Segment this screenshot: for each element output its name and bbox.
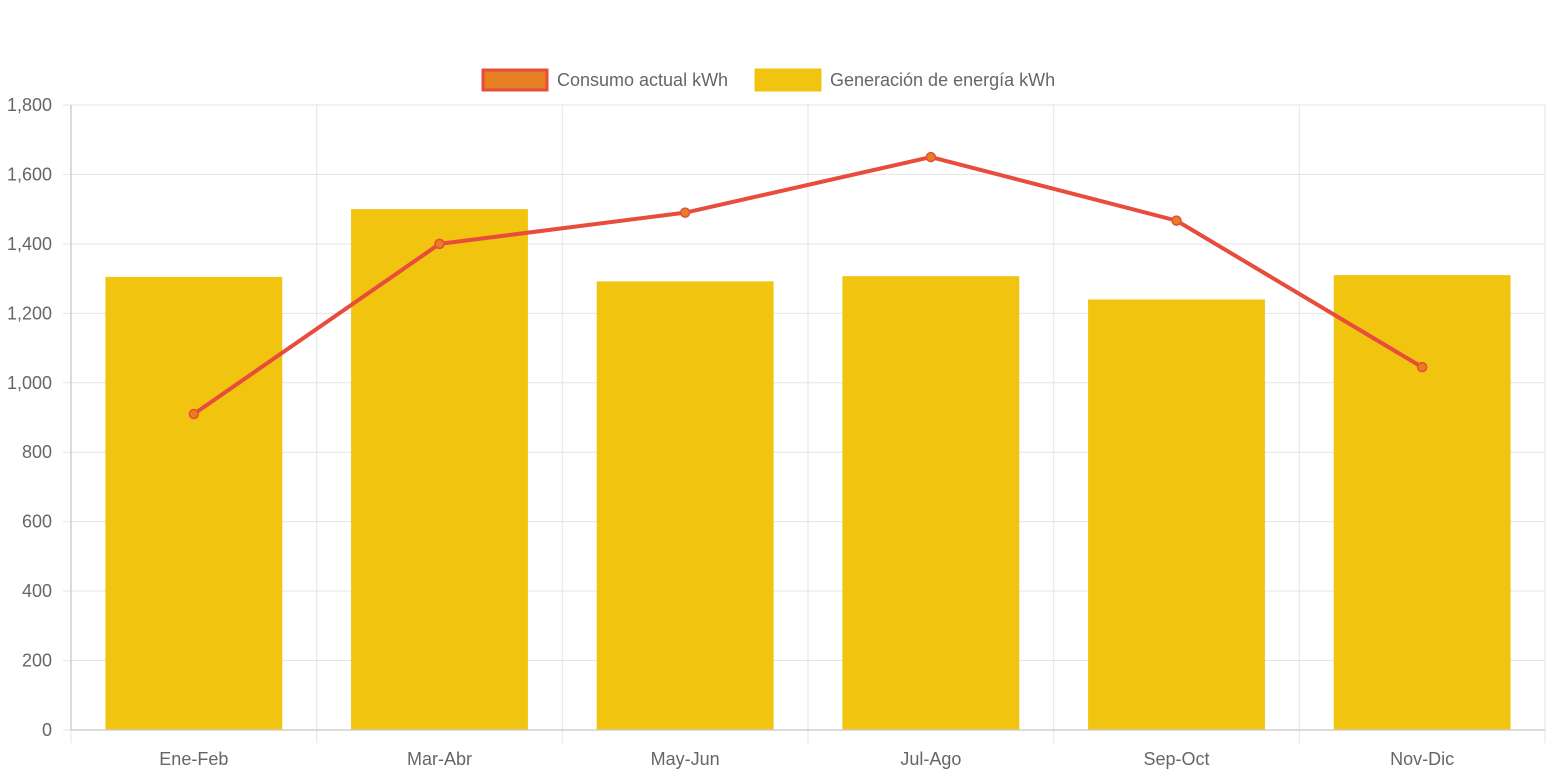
legend-swatch-generacion [754, 68, 822, 92]
bar-series [105, 209, 1511, 730]
consumo-point[interactable] [1416, 361, 1428, 373]
y-tick-label: 1,800 [7, 95, 52, 115]
legend-label-generacion: Generación de energía kWh [830, 70, 1055, 90]
y-tick-label: 1,600 [7, 164, 52, 184]
bar[interactable] [1088, 299, 1265, 730]
y-tick-label: 0 [42, 720, 52, 740]
y-tick-label: 1,400 [7, 234, 52, 254]
y-tick-label: 1,000 [7, 373, 52, 393]
bar[interactable] [596, 281, 774, 730]
line-series [188, 151, 1428, 420]
consumo-line [192, 155, 1424, 416]
legend-label-consumo: Consumo actual kWh [557, 70, 728, 90]
x-tick-label: Mar-Abr [407, 749, 472, 769]
y-tick-label: 400 [22, 581, 52, 601]
x-tick-label: May-Jun [651, 749, 720, 769]
bar[interactable] [842, 276, 1020, 730]
legend: Consumo actual kWh Generación de energía… [481, 68, 1055, 92]
legend-item-generacion[interactable]: Generación de energía kWh [754, 68, 1055, 92]
y-tick-label: 600 [22, 512, 52, 532]
consumo-point[interactable] [188, 408, 200, 420]
y-tick-label: 1,200 [7, 303, 52, 323]
bar[interactable] [105, 276, 283, 730]
bar[interactable] [1333, 275, 1511, 730]
x-tick-label: Sep-Oct [1143, 749, 1209, 769]
x-tick-label: Nov-Dic [1390, 749, 1454, 769]
grid-lines [63, 104, 1546, 743]
y-tick-label: 800 [22, 442, 52, 462]
legend-swatch-consumo [481, 68, 549, 92]
y-tick-label: 200 [22, 651, 52, 671]
axes: 0 200 400 600 800 1,000 1,200 1,400 1,600 1,800 En… [7, 95, 1545, 769]
consumo-point[interactable] [1171, 215, 1182, 226]
consumo-point[interactable] [434, 238, 445, 250]
legend-item-consumo[interactable]: Consumo actual kWh [481, 68, 728, 92]
bar[interactable] [351, 209, 528, 730]
x-tick-label: Jul-Ago [900, 749, 961, 769]
x-tick-label: Ene-Feb [159, 749, 228, 769]
consumo-point[interactable] [925, 151, 937, 163]
consumo-point[interactable] [679, 207, 691, 218]
